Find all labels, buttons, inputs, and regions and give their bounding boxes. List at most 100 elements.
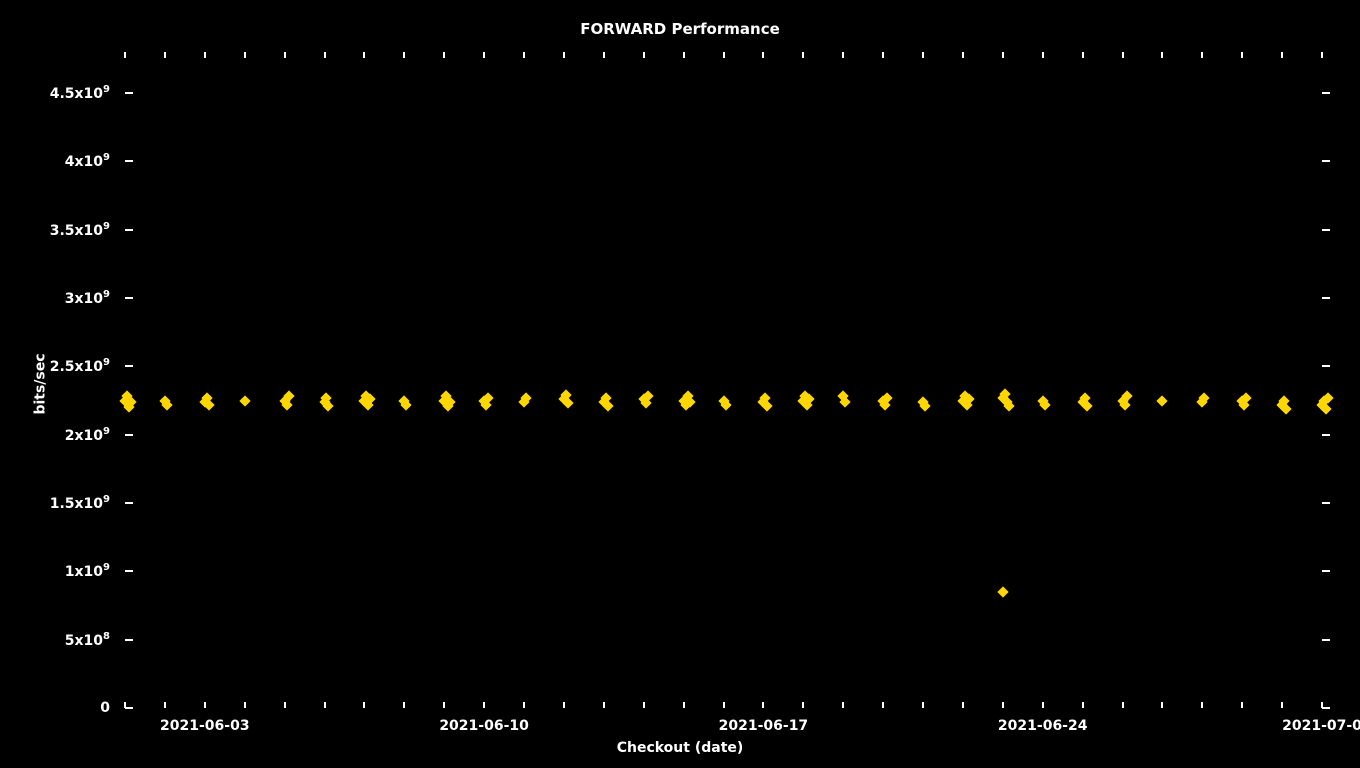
x-minor-tick [164,52,166,58]
x-minor-tick [882,52,884,58]
x-minor-tick [1082,52,1084,58]
x-minor-tick [244,52,246,58]
y-axis-label: bits/sec [33,353,49,414]
y-tick-mark [125,365,133,367]
x-minor-tick [962,702,964,708]
x-tick-label: 2021-06-24 [998,718,1088,734]
x-minor-tick [1122,52,1124,58]
y-tick-label: 0 [100,700,110,716]
x-minor-tick [1201,702,1203,708]
y-tick-mark [125,229,133,231]
y-tick-mark [1322,297,1330,299]
data-point [323,400,334,411]
data-point [239,395,250,406]
x-minor-tick [284,702,286,708]
x-minor-tick [483,702,485,708]
x-minor-tick [643,52,645,58]
x-minor-tick [523,702,525,708]
data-point [762,400,773,411]
x-minor-tick [1321,702,1323,708]
x-minor-tick [124,702,126,708]
y-tick-label: 2x109 [65,426,110,444]
x-minor-tick [1042,702,1044,708]
x-minor-tick [403,702,405,708]
y-tick-label: 1x109 [65,563,110,581]
x-minor-tick [643,702,645,708]
y-tick-label: 4.5x109 [50,84,110,102]
x-minor-tick [443,52,445,58]
x-minor-tick [523,52,525,58]
x-tick-label: 2021-06-17 [719,718,809,734]
x-minor-tick [324,52,326,58]
x-minor-tick [204,52,206,58]
y-tick-mark [1322,570,1330,572]
x-minor-tick [962,52,964,58]
x-minor-tick [284,52,286,58]
x-minor-tick [1201,52,1203,58]
x-minor-tick [1161,52,1163,58]
y-tick-label: 5x108 [65,631,110,649]
x-minor-tick [922,702,924,708]
x-minor-tick [363,52,365,58]
x-minor-tick [842,52,844,58]
y-tick-mark [125,92,133,94]
x-minor-tick [483,52,485,58]
y-tick-label: 4x109 [65,153,110,171]
y-tick-label: 3x109 [65,289,110,307]
x-minor-tick [363,702,365,708]
x-minor-tick [443,702,445,708]
x-minor-tick [244,702,246,708]
x-minor-tick [1002,702,1004,708]
x-minor-tick [603,702,605,708]
x-minor-tick [882,702,884,708]
x-minor-tick [1161,702,1163,708]
x-minor-tick [124,52,126,58]
x-minor-tick [1321,52,1323,58]
x-minor-tick [1241,52,1243,58]
x-minor-tick [723,702,725,708]
x-minor-tick [1002,52,1004,58]
x-minor-tick [563,702,565,708]
x-minor-tick [802,52,804,58]
y-tick-mark [1322,229,1330,231]
y-tick-label: 3.5x109 [50,221,110,239]
y-tick-mark [125,707,133,709]
data-point [997,586,1008,597]
y-tick-mark [125,160,133,162]
x-minor-tick [563,52,565,58]
y-tick-mark [1322,92,1330,94]
y-tick-mark [125,434,133,436]
x-minor-tick [802,702,804,708]
y-tick-mark [1322,639,1330,641]
x-axis-label: Checkout (date) [0,740,1360,756]
y-tick-mark [125,570,133,572]
x-minor-tick [683,702,685,708]
y-tick-label: 2.5x109 [50,358,110,376]
x-tick-label: 2021-06-03 [160,718,250,734]
y-tick-label: 1.5x109 [50,494,110,512]
x-minor-tick [204,702,206,708]
y-tick-mark [1322,707,1330,709]
x-minor-tick [403,52,405,58]
y-tick-mark [1322,502,1330,504]
y-tick-mark [125,639,133,641]
x-minor-tick [842,702,844,708]
x-minor-tick [922,52,924,58]
x-minor-tick [324,702,326,708]
y-tick-mark [1322,365,1330,367]
x-minor-tick [762,702,764,708]
chart-container: FORWARD Performance bits/sec Checkout (d… [0,0,1360,768]
x-minor-tick [164,702,166,708]
x-minor-tick [603,52,605,58]
data-point [1157,395,1168,406]
x-minor-tick [683,52,685,58]
chart-title: FORWARD Performance [0,20,1360,38]
y-tick-mark [1322,160,1330,162]
x-minor-tick [1281,702,1283,708]
y-tick-mark [1322,434,1330,436]
x-minor-tick [1122,702,1124,708]
x-minor-tick [1082,702,1084,708]
x-tick-label: 2021-06-10 [439,718,529,734]
x-minor-tick [1241,702,1243,708]
x-minor-tick [1281,52,1283,58]
